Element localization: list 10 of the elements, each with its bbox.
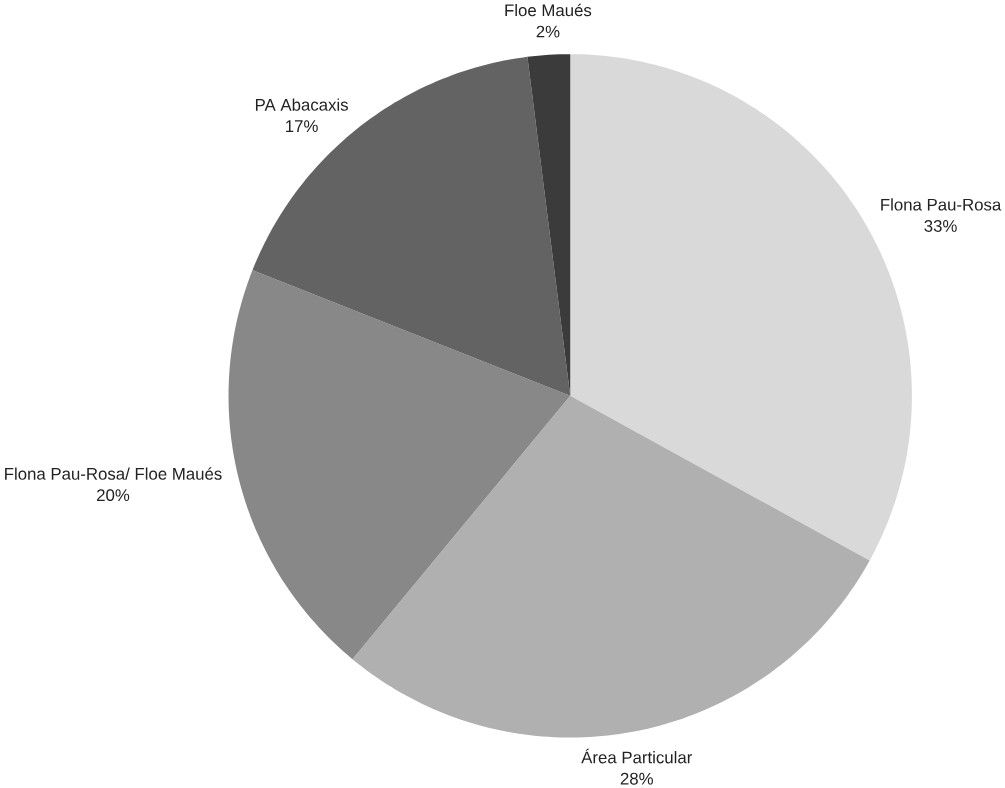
slice-label: Flona Pau-Rosa: [881, 198, 1002, 211]
slice-label: Área Particular: [581, 748, 693, 764]
slice-label: Flona Pau-Rosa/ Floe Maués: [5, 467, 222, 480]
data-label: 17%: [286, 120, 318, 132]
data-label: 2%: [536, 25, 560, 38]
data-label: 20%: [97, 489, 130, 501]
slice-label: Floe Maués: [505, 3, 592, 17]
slice-label: PA Abacaxis: [255, 98, 348, 111]
data-label: 33%: [924, 219, 957, 232]
data-label: 28%: [620, 772, 653, 785]
